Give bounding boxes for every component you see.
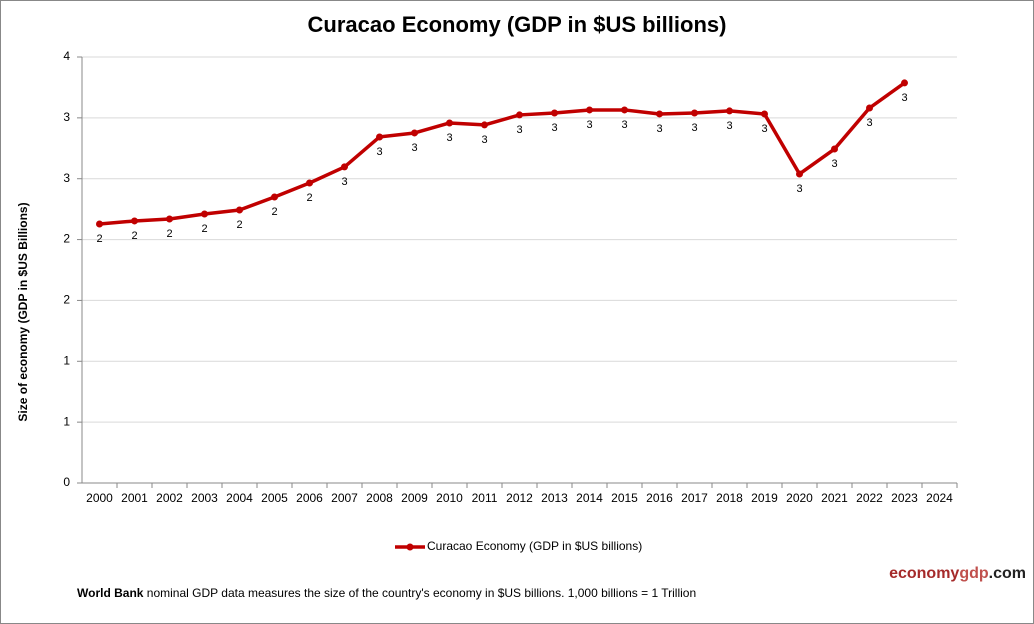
y-tick-label: 1 (63, 353, 70, 367)
data-label: 3 (656, 123, 662, 135)
footer-source: World Bank (77, 586, 144, 600)
y-tick-label: 1 (63, 414, 70, 428)
x-tick-label: 2021 (821, 491, 848, 505)
chart-title: Curacao Economy (GDP in $US billions) (308, 12, 727, 37)
data-label: 3 (586, 119, 592, 131)
data-point (691, 109, 698, 117)
footer-text: nominal GDP data measures the size of th… (147, 586, 696, 600)
brand-part: gdp (959, 565, 989, 582)
data-point (796, 170, 803, 178)
data-point (271, 193, 278, 201)
x-tick-label: 2005 (261, 491, 288, 505)
data-point (621, 106, 628, 114)
data-label: 3 (761, 123, 767, 135)
y-tick-label: 2 (63, 232, 70, 246)
data-label: 3 (551, 122, 557, 134)
x-tick-label: 2011 (472, 491, 498, 505)
y-axis-title: Size of economy (GDP in $US Billions) (16, 202, 30, 421)
data-point (96, 220, 103, 228)
data-label: 3 (621, 119, 627, 131)
x-tick-label: 2002 (156, 491, 183, 505)
x-tick-label: 2010 (436, 491, 463, 505)
data-label: 2 (131, 230, 137, 242)
y-tick-label: 0 (63, 475, 70, 489)
x-tick-label: 2012 (506, 491, 533, 505)
data-label: 3 (516, 124, 522, 136)
data-label: 2 (166, 228, 172, 240)
brand-part: economy (889, 565, 959, 582)
data-point (516, 111, 523, 119)
data-point (656, 110, 663, 118)
data-point (551, 109, 558, 117)
legend-label: Curacao Economy (GDP in $US billions) (427, 539, 642, 553)
data-point (306, 179, 313, 187)
x-tick-label: 2019 (751, 491, 778, 505)
brand: economygdp.com (889, 565, 1026, 582)
data-point (131, 217, 138, 225)
data-point (446, 119, 453, 127)
x-tick-label: 2004 (226, 491, 253, 505)
data-label: 3 (341, 176, 347, 188)
data-point (901, 79, 908, 87)
data-point (761, 110, 768, 118)
data-point (726, 107, 733, 115)
data-label: 2 (201, 223, 207, 235)
data-point (201, 210, 208, 218)
y-tick-label: 2 (63, 293, 70, 307)
brand-part: .com (989, 565, 1026, 582)
x-tick-label: 2009 (401, 491, 428, 505)
data-label: 3 (796, 183, 802, 195)
x-tick-label: 2015 (611, 491, 638, 505)
data-point (866, 104, 873, 112)
data-point (166, 215, 173, 223)
series-line (99, 81, 906, 226)
data-label: 2 (306, 192, 312, 204)
data-point (831, 145, 838, 153)
y-tick-label: 3 (63, 171, 70, 185)
data-label: 2 (236, 219, 242, 231)
data-label: 3 (901, 92, 907, 104)
data-point (411, 129, 418, 137)
data-label: 3 (831, 158, 837, 170)
x-tick-label: 2003 (191, 491, 218, 505)
x-tick-label: 2013 (541, 491, 568, 505)
x-tick-label: 2022 (856, 491, 883, 505)
x-tick-label: 2000 (86, 491, 113, 505)
x-tick-label: 2006 (296, 491, 323, 505)
data-label: 3 (481, 134, 487, 146)
x-tick-label: 2007 (331, 491, 358, 505)
data-point (481, 121, 488, 129)
x-tick-label: 2008 (366, 491, 393, 505)
data-point (586, 106, 593, 114)
data-label: 3 (446, 132, 452, 144)
y-tick-label: 3 (63, 110, 70, 124)
data-label: 3 (866, 117, 872, 129)
data-label: 3 (726, 120, 732, 132)
y-tick-label: 4 (63, 49, 70, 63)
legend-marker (406, 543, 414, 551)
x-tick-label: 2017 (681, 491, 708, 505)
x-tick-label: 2024 (926, 491, 953, 505)
data-label: 3 (691, 122, 697, 134)
data-point (236, 206, 243, 214)
data-label: 3 (411, 142, 417, 154)
x-tick-label: 2001 (121, 491, 148, 505)
data-point (376, 133, 383, 141)
x-tick-label: 2014 (576, 491, 603, 505)
data-point (341, 163, 348, 171)
data-label: 3 (376, 146, 382, 158)
x-tick-label: 2023 (891, 491, 918, 505)
x-tick-label: 2018 (716, 491, 743, 505)
data-label: 2 (271, 206, 277, 218)
x-tick-label: 2016 (646, 491, 673, 505)
footer-note: World Bank nominal GDP data measures the… (77, 586, 696, 600)
x-tick-label: 2020 (786, 491, 813, 505)
data-label: 2 (96, 233, 102, 245)
